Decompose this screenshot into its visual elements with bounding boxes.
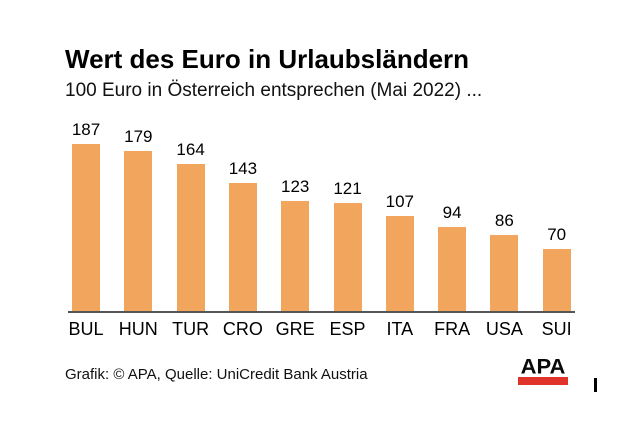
bar-group-esp: 121 xyxy=(322,180,374,312)
bar-value-label-cro: 143 xyxy=(228,158,258,178)
bar-value-label-bul: 187 xyxy=(71,119,101,139)
bar-gre xyxy=(281,200,310,312)
bar-fra xyxy=(438,226,467,312)
bar-group-cro: 143 xyxy=(217,160,269,312)
bar-group-tur: 164 xyxy=(165,141,217,312)
x-tick-label-ita: ITA xyxy=(386,319,414,339)
bar-group-bul: 187 xyxy=(60,121,112,312)
x-tick-label-tur: TUR xyxy=(172,319,210,339)
bar-group-ita: 107 xyxy=(374,193,426,312)
text-cursor-mark xyxy=(594,378,597,392)
x-tick-label-sui: SUI xyxy=(541,319,572,339)
bar-bul xyxy=(72,143,100,312)
bar-value-label-gre: 123 xyxy=(281,176,310,196)
bar-value-label-hun: 179 xyxy=(124,126,153,146)
x-tick-label-esp: ESP xyxy=(329,319,366,339)
bar-group-gre: 123 xyxy=(269,178,321,312)
bar-cro xyxy=(228,182,257,312)
bar-value-label-usa: 86 xyxy=(494,210,514,230)
bar-ita xyxy=(385,215,414,312)
chart-title: Wert des Euro in Urlaubsländern xyxy=(65,44,470,74)
bar-group-usa: 86 xyxy=(478,212,530,312)
x-tick-label-fra: FRA xyxy=(434,319,471,339)
bar-group-sui: 70 xyxy=(531,226,583,312)
credit-text: Grafik: © APA, Quelle: UniCredit Bank Au… xyxy=(65,366,368,383)
x-tick-label-gre: GRE xyxy=(275,319,315,339)
bar-value-label-esp: 121 xyxy=(333,178,362,198)
bar-group-hun: 179 xyxy=(112,128,164,312)
bar-esp xyxy=(333,202,362,312)
x-tick-label-cro: CRO xyxy=(222,319,263,339)
bar-value-label-fra: 94 xyxy=(442,202,462,222)
chart-subtitle: 100 Euro in Österreich entsprechen (Mai … xyxy=(65,80,483,101)
bar-value-label-sui: 70 xyxy=(547,224,567,244)
x-tick-label-bul: BUL xyxy=(68,319,104,339)
bar-value-label-ita: 107 xyxy=(385,191,414,211)
x-tick-label-usa: USA xyxy=(485,319,523,339)
apa-logo-text: APA xyxy=(520,354,566,379)
x-tick-label-hun: HUN xyxy=(118,319,158,339)
apa-logo: APA xyxy=(518,354,568,385)
bar-usa xyxy=(490,234,519,312)
bar-sui xyxy=(542,248,571,312)
bar-hun xyxy=(124,150,153,312)
bar-group-fra: 94 xyxy=(426,204,478,312)
apa-logo-red-bar xyxy=(518,377,568,385)
x-axis-line xyxy=(68,311,575,313)
bar-tur xyxy=(176,163,205,312)
bar-value-label-tur: 164 xyxy=(176,139,205,159)
